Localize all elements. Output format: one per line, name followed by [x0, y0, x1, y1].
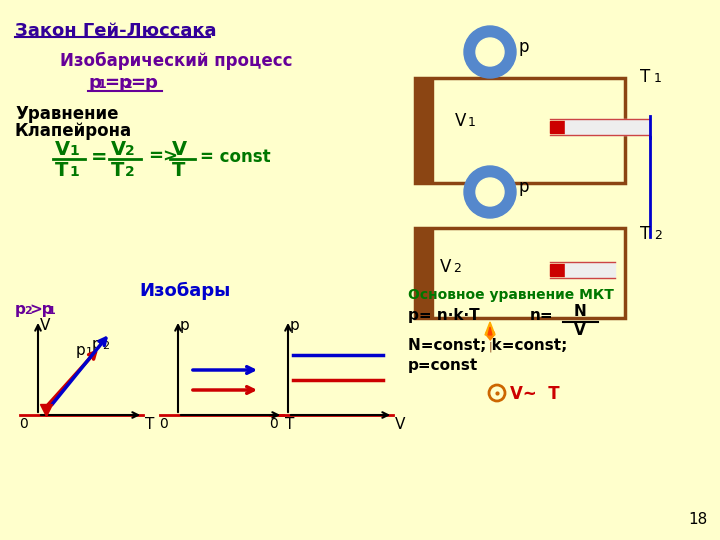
- Text: p=const: p=const: [408, 358, 478, 373]
- Polygon shape: [565, 119, 650, 135]
- Text: Основное уравнение МКТ: Основное уравнение МКТ: [408, 288, 614, 302]
- Text: V~  T: V~ T: [510, 385, 559, 403]
- Text: p: p: [518, 178, 528, 196]
- Text: 2: 2: [453, 262, 461, 275]
- Text: =>: =>: [148, 148, 178, 166]
- Text: p: p: [76, 343, 86, 358]
- Text: N: N: [574, 304, 586, 319]
- Polygon shape: [550, 264, 565, 276]
- Text: =p: =p: [130, 74, 158, 92]
- Text: p= n·k·T: p= n·k·T: [408, 308, 480, 323]
- Text: 18: 18: [689, 512, 708, 527]
- Text: V: V: [111, 140, 126, 159]
- Polygon shape: [488, 327, 492, 335]
- Text: 1: 1: [654, 72, 662, 85]
- Polygon shape: [565, 262, 615, 278]
- Text: T: T: [172, 161, 185, 180]
- Text: 2: 2: [102, 341, 109, 351]
- Text: =p: =p: [104, 74, 132, 92]
- Text: p: p: [88, 74, 101, 92]
- Text: T: T: [285, 417, 294, 432]
- Text: Клапейрона: Клапейрона: [15, 122, 132, 140]
- Text: V: V: [440, 258, 451, 276]
- Text: p: p: [15, 302, 26, 317]
- Text: Уравнение: Уравнение: [15, 105, 119, 123]
- Text: V: V: [455, 112, 467, 130]
- Text: =: =: [91, 148, 107, 167]
- Text: Изобарический процесс: Изобарический процесс: [60, 52, 292, 70]
- Text: p: p: [180, 318, 190, 333]
- Text: p: p: [92, 337, 102, 352]
- Text: 2: 2: [125, 165, 135, 179]
- Text: T: T: [640, 225, 650, 243]
- Circle shape: [476, 38, 504, 66]
- Text: V: V: [55, 140, 70, 159]
- Text: 1: 1: [468, 116, 476, 129]
- Text: 0: 0: [269, 417, 278, 431]
- Text: T: T: [145, 417, 154, 432]
- Text: p: p: [290, 318, 300, 333]
- Text: V: V: [395, 417, 405, 432]
- Text: 1: 1: [98, 78, 107, 91]
- Text: 1: 1: [48, 306, 55, 316]
- Text: >p: >p: [29, 302, 53, 317]
- Circle shape: [464, 166, 516, 218]
- Polygon shape: [485, 322, 495, 335]
- Bar: [415, 228, 625, 318]
- Text: Закон Гей-Люссака: Закон Гей-Люссака: [15, 22, 217, 40]
- Text: p: p: [518, 38, 528, 56]
- Text: 2: 2: [654, 229, 662, 242]
- Text: 1: 1: [86, 347, 93, 357]
- Text: 0: 0: [159, 417, 168, 431]
- Text: V: V: [40, 318, 50, 333]
- Circle shape: [476, 178, 504, 206]
- Text: V: V: [574, 323, 586, 338]
- Circle shape: [464, 26, 516, 78]
- Text: ♥: ♥: [484, 330, 496, 344]
- Text: 1: 1: [69, 165, 78, 179]
- Polygon shape: [550, 121, 565, 133]
- Text: 2: 2: [124, 78, 132, 91]
- Text: Изобары: Изобары: [139, 282, 230, 300]
- Text: T: T: [111, 161, 125, 180]
- Text: n=: n=: [530, 308, 554, 323]
- Text: 2: 2: [125, 144, 135, 158]
- Text: T: T: [640, 68, 650, 86]
- Bar: [415, 78, 625, 183]
- Text: 2: 2: [24, 306, 32, 316]
- Text: T: T: [55, 161, 68, 180]
- Text: V: V: [172, 140, 187, 159]
- Text: 1: 1: [69, 144, 78, 158]
- Text: = const: = const: [200, 148, 271, 166]
- Text: |: |: [488, 342, 492, 353]
- Text: 0: 0: [19, 417, 28, 431]
- Text: N=const; k=const;: N=const; k=const;: [408, 338, 567, 353]
